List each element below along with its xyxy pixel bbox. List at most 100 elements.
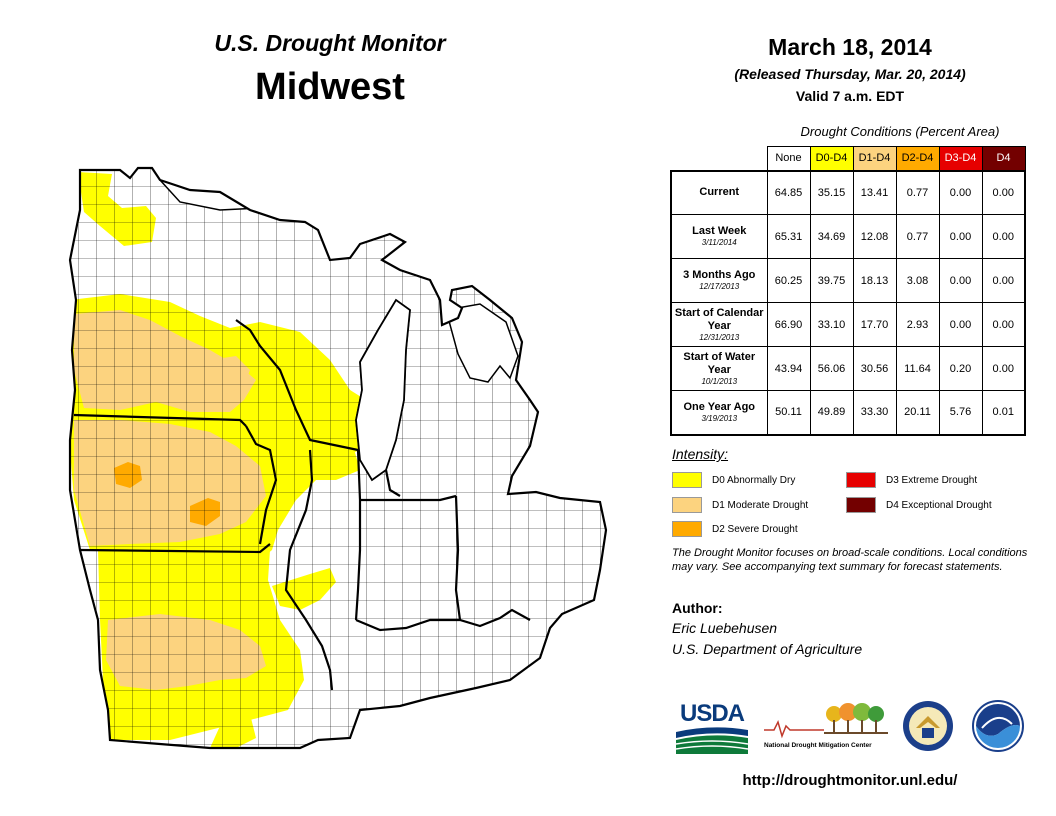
legend-label: D0 Abnormally Dry xyxy=(712,474,796,486)
disclaimer-note: The Drought Monitor focuses on broad-sca… xyxy=(672,547,1028,573)
table-row: One Year Ago 3/19/2013 50.11 49.89 33.30 20.1… xyxy=(670,390,1026,436)
legend-label: D1 Moderate Drought xyxy=(712,499,809,511)
table-cell: 0.00 xyxy=(938,214,983,259)
author-organization: U.S. Department of Agriculture xyxy=(672,641,863,657)
usda-field-icon xyxy=(675,727,749,754)
table-row: 3 Months Ago 12/17/2013 60.25 39.75 18.13 3.0… xyxy=(670,258,1026,303)
table-cell: 56.06 xyxy=(809,346,854,391)
table-corner xyxy=(671,147,767,171)
table-cell: 17.70 xyxy=(852,302,897,347)
row-label-date: 10/1/2013 xyxy=(701,376,738,386)
table-cell: 0.00 xyxy=(938,258,983,303)
row-label-date: 3/11/2014 xyxy=(701,238,737,247)
column-header: D0-D4 xyxy=(809,146,854,171)
legend-title: Intensity: xyxy=(672,446,729,462)
table-cell: 0.77 xyxy=(895,169,940,215)
table-cell: 5.76 xyxy=(938,390,983,436)
legend-swatch xyxy=(846,472,876,488)
table-cell: 39.75 xyxy=(809,258,854,303)
table-row: Start of Calendar Year 12/31/2013 66.90 33.… xyxy=(670,302,1026,347)
row-label-text: One Year Ago xyxy=(683,400,756,413)
row-label-text: Current xyxy=(699,186,740,199)
author-name: Eric Luebehusen xyxy=(672,620,778,636)
table-cell: 0.00 xyxy=(938,169,983,215)
ndmc-logo-text: National Drought Mitigation Center xyxy=(764,742,872,749)
row-label-text: Last Week xyxy=(692,225,747,237)
table-cell: 0.00 xyxy=(981,214,1026,259)
row-label: Start of Calendar Year 12/31/2013 xyxy=(670,302,768,347)
legend-swatch xyxy=(672,472,702,488)
table-cell: 49.89 xyxy=(809,390,854,436)
table-row: Last Week 3/11/2014 65.31 34.69 12.08 0.77 0.0… xyxy=(670,214,1026,259)
legend-item-d3: D3 Extreme Drought xyxy=(846,472,977,488)
row-label-date: 3/19/2013 xyxy=(701,413,738,423)
table-cell: 12.08 xyxy=(852,214,897,259)
state-boundaries xyxy=(68,166,608,750)
website-url[interactable]: http://droughtmonitor.unl.edu/ xyxy=(742,772,958,789)
table-cell: 0.01 xyxy=(981,390,1026,436)
table-cell: 33.30 xyxy=(852,390,897,436)
map-date: March 18, 2014 xyxy=(768,34,932,60)
table-cell: 0.20 xyxy=(938,346,983,391)
lake-huron xyxy=(445,303,519,383)
table-cell: 0.00 xyxy=(981,258,1026,303)
table-cell: 50.11 xyxy=(766,390,811,436)
lake-michigan-outline xyxy=(355,298,411,482)
column-header: None xyxy=(766,146,811,171)
row-label-date: 12/17/2013 xyxy=(699,282,740,291)
ndmc-tree-icon xyxy=(764,703,888,739)
drought-map xyxy=(68,166,608,750)
row-label-date: 12/31/2013 xyxy=(699,332,740,342)
column-header: D4 xyxy=(981,146,1026,171)
drought-statistics-table: None D0-D4 D1-D4 D2-D4 D3-D4 D4 Current 6… xyxy=(670,146,1026,436)
row-label-text: 3 Months Ago xyxy=(683,269,756,281)
table-cell: 2.93 xyxy=(895,302,940,347)
table-cell: 43.94 xyxy=(766,346,811,391)
table-cell: 18.13 xyxy=(852,258,897,303)
ndmc-logo: National Drought Mitigation Center xyxy=(764,700,888,756)
legend-label: D4 Exceptional Drought xyxy=(886,499,992,511)
author-label: Author: xyxy=(672,600,723,616)
table-cell: 64.85 xyxy=(766,169,811,215)
legend-item-d4: D4 Exceptional Drought xyxy=(846,497,992,513)
table-cell: 60.25 xyxy=(766,258,811,303)
valid-time: Valid 7 a.m. EDT xyxy=(795,88,905,104)
table-cell: 66.90 xyxy=(766,302,811,347)
table-cell: 3.08 xyxy=(895,258,940,303)
table-cell: 34.69 xyxy=(809,214,854,259)
column-header: D1-D4 xyxy=(852,146,897,171)
table-cell: 65.31 xyxy=(766,214,811,259)
usda-logo-text: USDA xyxy=(679,700,745,727)
table-caption: Drought Conditions (Percent Area) xyxy=(800,124,1000,139)
row-label: 3 Months Ago 12/17/2013 xyxy=(670,258,768,303)
table-header-row: None D0-D4 D1-D4 D2-D4 D3-D4 D4 xyxy=(671,146,1026,171)
legend-swatch xyxy=(846,497,876,513)
table-cell: 33.10 xyxy=(809,302,854,347)
legend-item-d2: D2 Severe Drought xyxy=(672,521,798,537)
commerce-seal-icon xyxy=(903,701,953,751)
row-label: Current xyxy=(670,169,768,215)
column-header: D2-D4 xyxy=(895,146,940,171)
table-cell: 0.00 xyxy=(981,169,1026,215)
table-cell: 11.64 xyxy=(895,346,940,391)
table-cell: 0.77 xyxy=(895,214,940,259)
table-cell: 13.41 xyxy=(852,169,897,215)
release-date: (Released Thursday, Mar. 20, 2014) xyxy=(734,66,966,82)
monitor-title: U.S. Drought Monitor xyxy=(214,30,446,56)
column-header: D3-D4 xyxy=(938,146,983,171)
legend-label: D3 Extreme Drought xyxy=(886,474,978,486)
table-cell: 20.11 xyxy=(895,390,940,436)
row-label: Start of Water Year 10/1/2013 xyxy=(670,346,768,391)
legend-swatch xyxy=(672,521,702,537)
table-row: Start of Water Year 10/1/2013 43.94 56.06 30… xyxy=(670,346,1026,391)
table-cell: 0.00 xyxy=(981,346,1026,391)
table-row: Current 64.85 35.15 13.41 0.77 0.00 0.00 xyxy=(670,169,1026,215)
county-grid xyxy=(70,168,606,748)
row-label: Last Week 3/11/2014 xyxy=(670,214,768,259)
table-cell: 0.00 xyxy=(981,302,1026,347)
row-label-text: Start of Water Year xyxy=(683,350,756,376)
noaa-seal-icon xyxy=(972,700,1024,752)
legend-item-d1: D1 Moderate Drought xyxy=(672,497,808,513)
legend-label: D2 Severe Drought xyxy=(712,523,798,535)
row-label: One Year Ago 3/19/2013 xyxy=(670,390,768,436)
